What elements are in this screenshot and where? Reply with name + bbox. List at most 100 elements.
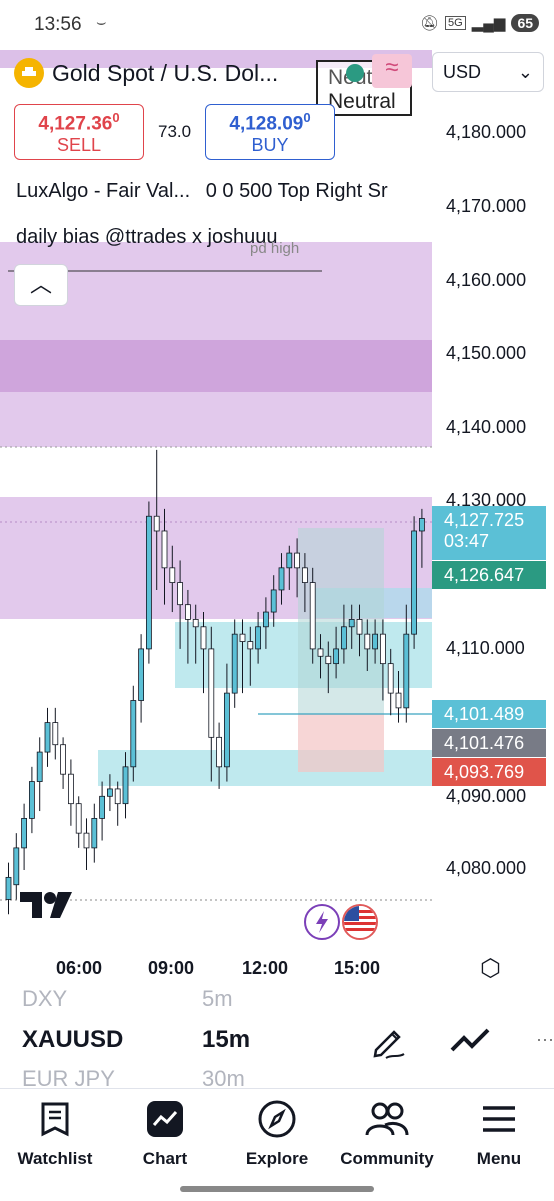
candle-body: [231, 633, 238, 694]
candle-body: [278, 567, 285, 591]
candle-body: [325, 655, 332, 665]
position-loss-zone[interactable]: [298, 714, 384, 772]
candle-body: [333, 648, 340, 665]
picker-next-interval[interactable]: 30m: [202, 1066, 245, 1091]
candle-body: [294, 552, 301, 569]
candle-body: [36, 751, 43, 782]
candle-body: [309, 582, 316, 650]
nav-watchlist[interactable]: Watchlist: [0, 1089, 110, 1169]
price-tick: 4,160.000: [446, 270, 527, 290]
indicator-daily-bias[interactable]: daily bias @ttrades x joshuuu: [16, 226, 278, 248]
nav-menu-label: Menu: [476, 1149, 522, 1168]
candle-body: [418, 518, 425, 532]
symbol-interval-picker[interactable]: DXY 5m XAUUSD 15m EUR JPY 30m ⋯: [0, 986, 554, 1091]
us-flag-icon[interactable]: [342, 904, 378, 940]
candle-body: [200, 626, 207, 650]
candle-body: [247, 641, 254, 650]
price-tick: 4,080.000: [446, 858, 527, 878]
indicator-luxalgo-name: LuxAlgo - Fair Val...: [16, 180, 191, 202]
picker-symbol[interactable]: XAUUSD: [22, 1026, 124, 1053]
community-icon: [365, 1102, 409, 1136]
battery-indicator: 65: [511, 14, 540, 32]
indicator-luxalgo-params: 0 0 500 Top Right Sr: [205, 180, 388, 202]
picker-prev-symbol[interactable]: DXY: [22, 986, 68, 1011]
candle-body: [21, 818, 28, 849]
nav-community[interactable]: Community: [332, 1089, 442, 1169]
candle-body: [13, 847, 20, 886]
picker-next-symbol[interactable]: EUR JPY: [22, 1066, 115, 1091]
more-icon[interactable]: ⋯: [536, 1030, 554, 1050]
sell-price-sup: 0: [112, 110, 120, 125]
tradingview-logo-icon: [20, 890, 74, 925]
picker-prev-interval[interactable]: 5m: [202, 986, 233, 1011]
price-axis[interactable]: 4,180.000 4,170.000 4,160.000 4,150.000 …: [432, 48, 554, 948]
nav-menu[interactable]: Menu: [444, 1089, 554, 1169]
gold-logo-icon: [14, 58, 44, 88]
candle-body: [340, 626, 347, 650]
currency-select[interactable]: USD ⌄: [432, 52, 544, 92]
bottom-navigation: Watchlist Chart Explore Community Menu: [0, 1088, 554, 1201]
chart-canvas[interactable]: [0, 48, 432, 948]
chart-icon: [147, 1101, 183, 1137]
picker-interval[interactable]: 15m: [202, 1026, 251, 1053]
candle-body: [184, 604, 191, 620]
candle-body: [411, 530, 418, 635]
candle-body: [68, 773, 74, 805]
candle-body: [130, 700, 137, 768]
symbol-title[interactable]: Gold Spot / U.S. Dol...: [14, 58, 278, 88]
trend-line-icon[interactable]: [448, 1020, 494, 1065]
status-time: 13:56: [34, 14, 82, 35]
candlestick-chart[interactable]: [0, 48, 432, 948]
candle-body: [208, 648, 215, 738]
gray-price-label: 4,101.476: [432, 729, 546, 757]
status-dot-icon: [346, 64, 364, 82]
buy-button[interactable]: 4,128.090 BUY: [205, 104, 335, 160]
candle-body: [270, 589, 277, 613]
candle-body: [379, 633, 386, 665]
candle-body: [60, 744, 66, 775]
green-price-label: 4,126.647: [432, 561, 546, 589]
price-tick: 4,180.000: [446, 122, 527, 142]
price-tick: 4,150.000: [446, 343, 527, 363]
sell-button[interactable]: 4,127.360 SELL: [14, 104, 144, 160]
network-label: 5G: [445, 16, 466, 30]
candle-body: [356, 619, 363, 635]
time-tick: 15:00: [334, 958, 381, 978]
candle-body: [138, 648, 145, 701]
last-price-label: 4,127.725 03:47: [432, 506, 546, 560]
chevron-up-icon: ︿: [29, 272, 52, 297]
time-axis[interactable]: 06:00 09:00 12:00 15:00 ⬡: [0, 948, 554, 990]
price-tick: 4,130.000: [446, 490, 527, 510]
pencil-icon[interactable]: [368, 1020, 408, 1065]
candle-body: [348, 619, 355, 628]
chart-settings-icon[interactable]: ⬡: [480, 955, 501, 982]
waves-icon[interactable]: ≈: [372, 54, 412, 88]
buy-label: BUY: [251, 135, 289, 156]
candle-body: [301, 567, 308, 583]
candle-body: [403, 633, 410, 709]
time-tick: 09:00: [148, 958, 195, 978]
candle-body: [161, 530, 168, 569]
bar-countdown: 03:47: [444, 531, 490, 551]
collapse-indicators-button[interactable]: ︿: [14, 264, 68, 306]
candle-body: [317, 648, 324, 657]
lightning-icon[interactable]: [304, 904, 340, 940]
spread-value: 73.0: [158, 122, 192, 141]
candle-body: [372, 633, 379, 650]
blue-price-label: 4,101.489: [432, 700, 546, 728]
nav-explore[interactable]: Explore: [222, 1089, 332, 1169]
zone-purple-dark: [0, 340, 432, 392]
price-tick: 4,170.000: [446, 196, 527, 216]
nav-chart[interactable]: Chart: [110, 1089, 220, 1169]
mute-icon: 🔕︎: [420, 15, 440, 32]
candle-body: [286, 552, 293, 569]
candle-body: [395, 692, 402, 709]
buy-price-sup: 0: [303, 110, 311, 125]
candle-body: [75, 803, 82, 834]
candle-body: [192, 619, 199, 628]
home-indicator[interactable]: [180, 1186, 374, 1192]
candle-body: [387, 663, 394, 694]
nav-explore-label: Explore: [245, 1149, 309, 1168]
signal-icon: ▂▄▆: [471, 15, 506, 32]
indicator-luxalgo[interactable]: LuxAlgo - Fair Val... 0 0 500 Top Right …: [16, 180, 388, 203]
